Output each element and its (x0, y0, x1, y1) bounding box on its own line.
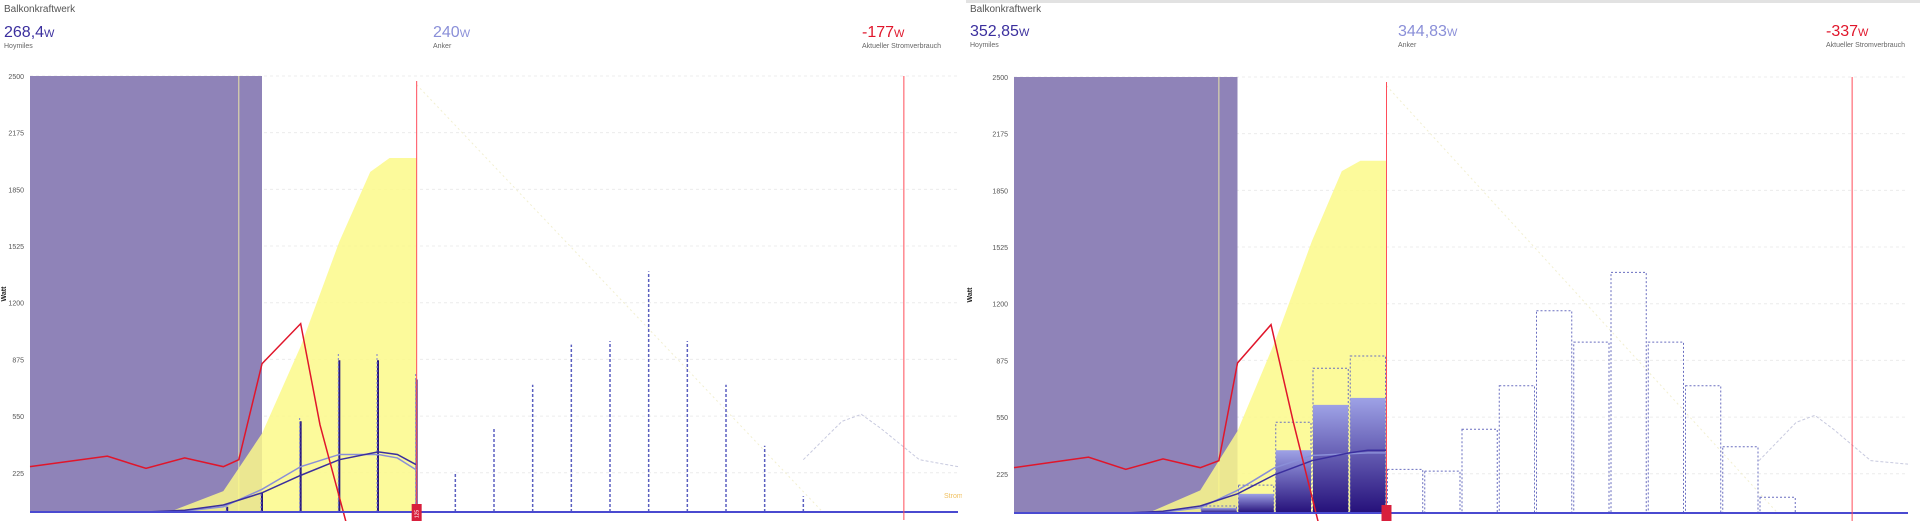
y-tick-label: 1850 (8, 187, 24, 194)
anker-stat: 344,83W Anker (1398, 23, 1457, 49)
y-tick-label: 2500 (992, 75, 1008, 82)
night-band (1014, 77, 1238, 513)
y-tick-label: 1525 (8, 244, 24, 251)
consumption-line (1013, 323, 1319, 521)
power-chart[interactable]: 2500 2175 1850 1525 1200 875 550 225 Watt 125 Stro… (0, 0, 962, 521)
consumption-value: -337 (1826, 23, 1859, 40)
power-chart[interactable]: 2500 2175 1850 1525 1200 875 550 225 Watt (966, 3, 1920, 521)
y-tick-label: 1200 (8, 301, 24, 308)
y-tick-label: 225 (996, 472, 1008, 479)
consumption-unit: W (894, 28, 905, 40)
y-tick-label: 550 (12, 414, 24, 421)
forecast-ghost-line (1758, 414, 1909, 465)
forecast-ghost-line (1386, 85, 1778, 514)
forecast-bar (1536, 310, 1573, 514)
consumption-unit: W (1858, 27, 1869, 39)
forecast-ghost-line (802, 413, 959, 468)
y-tick-label: 1200 (992, 302, 1008, 309)
y-tick-label: 1525 (992, 245, 1008, 252)
hoymiles-value: 268,4 (4, 24, 45, 41)
forecast-bar (1387, 468, 1424, 514)
forecast-bar (1573, 341, 1610, 514)
y-tick-label: 225 (12, 471, 24, 478)
hoymiles-stat: 268,4W Hoymiles (4, 24, 54, 50)
y-axis-label: Watt (967, 287, 974, 303)
y-axis-label: Watt (1, 286, 8, 302)
anker-unit: W (459, 28, 471, 40)
forecast-bar (1647, 341, 1684, 514)
anker-unit: W (1446, 27, 1458, 39)
now-badge-label: 125 (415, 510, 421, 519)
consumption-label: Aktueller Stromverbrauch (1826, 42, 1905, 49)
anker-value: 240 (433, 24, 460, 41)
y-tick-label: 875 (996, 358, 1008, 365)
hoymiles-label: Hoymiles (4, 43, 33, 50)
forecast-bar (1610, 271, 1647, 514)
left-panel: Balkonkraftwerk 268,4W Hoymiles 240W Ank… (0, 0, 962, 521)
consumption-label: Aktueller Stromverbrauch (862, 43, 941, 50)
forecast-bar (1685, 385, 1722, 514)
night-band (30, 76, 262, 512)
right-panel: Balkonkraftwerk 352,85W Hoymiles 344,83W… (966, 0, 1920, 521)
y-tick-label: 2500 (8, 74, 24, 81)
stacked-bar (1350, 397, 1386, 513)
panel-title: Balkonkraftwerk (970, 4, 1042, 15)
consumption-stat: -177W Aktueller Stromverbrauch (862, 24, 941, 50)
hoymiles-value: 352,85 (970, 23, 1019, 40)
y-tick-label: 2175 (992, 132, 1008, 139)
anker-stat: 240W Anker (433, 24, 470, 50)
forecast-bar (1498, 385, 1535, 514)
consumption-stat: -337W Aktueller Stromverbrauch (1826, 23, 1905, 49)
forecast-bar (1461, 428, 1498, 514)
stacked-bar (1201, 507, 1237, 513)
hoymiles-unit: W (1018, 27, 1030, 39)
now-badge (1381, 505, 1392, 521)
y-tick-label: 550 (996, 415, 1008, 422)
y-tick-label: 1850 (992, 188, 1008, 195)
stray-label: Strom (944, 493, 962, 500)
hoymiles-unit: W (44, 28, 55, 40)
stacked-bar (1238, 493, 1274, 513)
panel-title: Balkonkraftwerk (4, 4, 76, 15)
y-tick-label: 875 (12, 357, 24, 364)
anker-label: Anker (433, 43, 452, 50)
consumption-line (29, 322, 347, 521)
y-tick-label: 2175 (8, 131, 24, 138)
stacked-bar (1275, 450, 1311, 513)
hoymiles-stat: 352,85W Hoymiles (970, 23, 1029, 49)
hoymiles-label: Hoymiles (970, 42, 999, 49)
forecast-bar (1722, 446, 1759, 514)
forecast-ghost-line (416, 84, 824, 513)
forecast-bar (1424, 470, 1461, 514)
anker-value: 344,83 (1398, 23, 1447, 40)
forecast-area (169, 157, 417, 512)
anker-label: Anker (1398, 42, 1417, 49)
consumption-value: -177 (862, 24, 895, 41)
now-badge (411, 504, 422, 521)
